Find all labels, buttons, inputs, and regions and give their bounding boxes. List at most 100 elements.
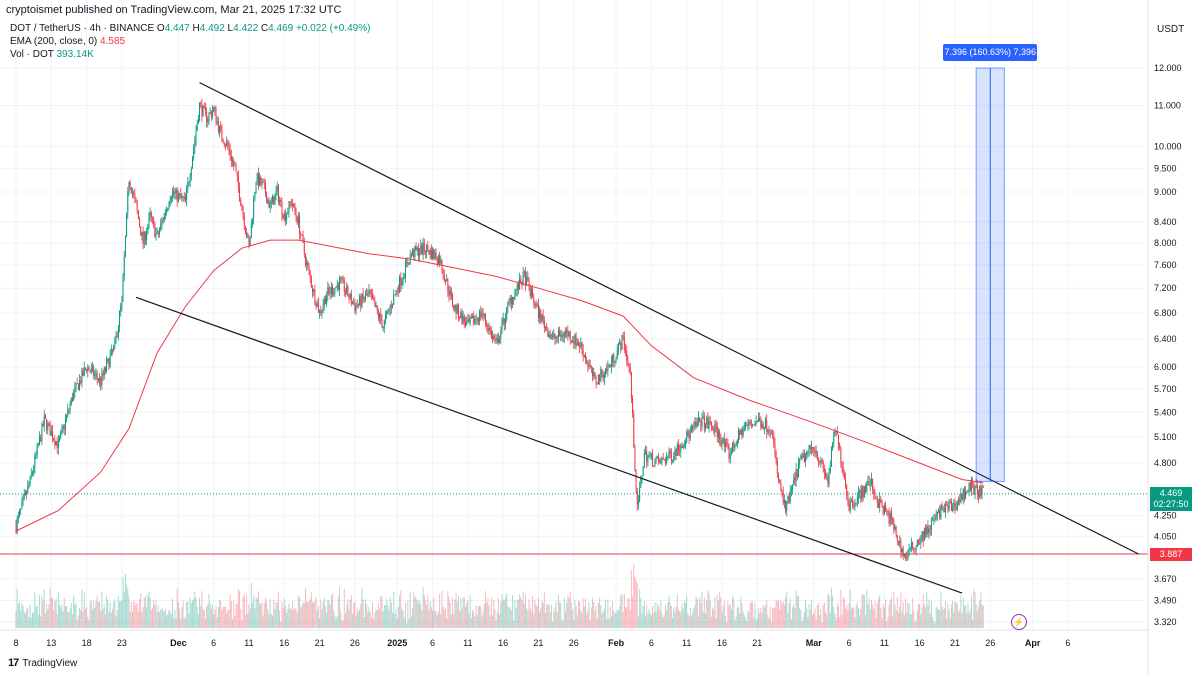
candle-body [699,417,701,422]
candle-body [261,181,263,185]
volume-bar [562,621,564,628]
volume-bar [806,607,808,628]
volume-bar [169,611,171,628]
candle-body [577,342,579,346]
measure-label: 7.396 (160.63%) 7,396 [943,44,1038,61]
candle-body [161,220,163,224]
volume-bar [134,605,136,628]
volume-bar [807,616,809,628]
candle-body [357,303,359,306]
candle-body [737,430,739,440]
candle-body [362,294,364,298]
volume-bar [302,602,304,628]
time-tick: Mar [806,638,823,648]
legend-ema-row[interactable]: EMA (200, close, 0) 4.585 [10,35,370,48]
volume-bar [461,608,463,628]
volume-bar [875,617,877,628]
price-tick: 8.400 [1154,217,1177,227]
candle-body [320,311,322,314]
candle-body [863,486,865,498]
legend-symbol[interactable]: DOT / TetherUS · 4h · BINANCE [10,23,155,34]
candle-body [341,277,343,279]
volume-bar [709,600,711,628]
volume-bar [250,582,252,628]
candle-body [755,421,757,424]
volume-bar [127,589,129,628]
candle-body [174,192,176,194]
volume-bar [414,596,416,628]
candle-body [315,302,317,307]
volume-bar [413,592,415,628]
candle-body [777,473,779,480]
volume-bar [266,601,268,628]
volume-bar [795,590,797,628]
volume-bar [929,613,931,628]
candle-body [933,519,935,521]
volume-bar [594,610,596,628]
candle-body [597,374,599,385]
candle-body [270,202,272,204]
volume-bar [243,594,245,628]
volume-bar [459,611,461,628]
candle-body [495,340,497,342]
candle-body [131,192,133,194]
volume-bar [541,600,543,628]
volume-bar [443,610,445,628]
volume-bar [289,607,291,628]
volume-bar [945,600,947,628]
candle-body [332,287,334,295]
volume-bar [273,599,275,628]
volume-bar [244,614,246,628]
volume-bar [703,597,705,628]
time-tick: 6 [1065,638,1070,648]
volume-bar [565,611,567,628]
time-tick: 6 [430,638,435,648]
volume-bar [737,606,739,628]
axis-unit[interactable]: USDT [1157,24,1185,35]
candle-body [380,313,382,321]
volume-bar [756,618,758,628]
volume-bar [489,616,491,628]
volume-bar [346,604,348,628]
candle-body [854,503,856,507]
volume-bar [585,598,587,628]
volume-bar [117,595,119,628]
volume-bar [504,597,506,628]
volume-bar [813,613,815,628]
volume-bar [320,599,322,628]
volume-bar [63,598,65,628]
candle-body [709,421,711,424]
volume-bar [439,593,441,628]
volume-bar [196,607,198,628]
volume-bar [323,598,325,628]
volume-bar [480,606,482,628]
candle-body [295,211,297,217]
volume-bar [40,616,42,628]
upper-trendline [199,82,1139,555]
lightning-icon[interactable]: ⚡ [1011,614,1027,630]
volume-bar [96,595,98,628]
volume-bar [908,604,910,628]
volume-bar [912,598,914,628]
candle-body [853,504,855,507]
candle-body [812,446,814,448]
volume-bar [300,607,302,628]
candle-body [690,427,692,431]
candle-body [64,419,66,430]
candle-body [632,397,634,414]
candle-body [935,515,937,520]
candle-body [51,431,53,440]
candle-body [53,439,55,441]
volume-bar [835,618,837,628]
candle-body [668,450,670,457]
candle-body [504,319,506,325]
volume-bar [969,609,971,628]
legend-vol-row[interactable]: Vol · DOT 393.14K [10,48,370,61]
candle-body [543,319,545,328]
volume-bar [628,598,630,628]
candle-body [26,491,28,494]
candle-body [796,469,798,478]
candle-body [169,201,171,205]
candle-body [646,450,648,462]
